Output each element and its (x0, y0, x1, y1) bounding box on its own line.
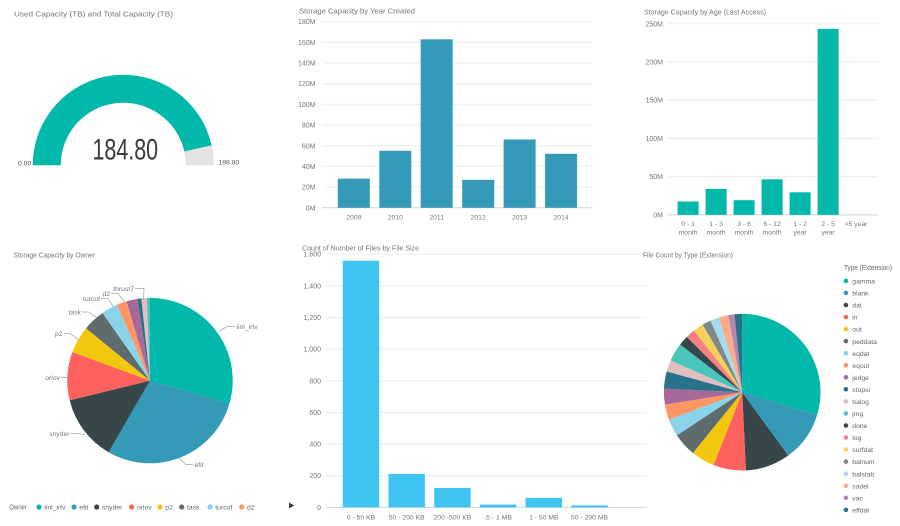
svg-text:balstab: balstab (852, 471, 874, 478)
svg-text:month: month (763, 230, 782, 237)
svg-text:turcof: turcof (83, 296, 100, 303)
svg-text:0M: 0M (653, 212, 663, 219)
svg-text:50 - 200 MB: 50 - 200 MB (571, 515, 608, 522)
svg-text:log: log (852, 435, 861, 442)
svg-text:surfdat: surfdat (852, 447, 873, 454)
svg-text:sadel: sadel (852, 483, 869, 490)
svg-text:in: in (852, 315, 858, 322)
svg-text:2 - 5: 2 - 5 (821, 221, 835, 228)
svg-text:0: 0 (317, 505, 321, 512)
svg-text:turcof: turcof (215, 505, 232, 512)
svg-text:1,200: 1,200 (303, 315, 321, 322)
svg-text:.5 - 1 MB: .5 - 1 MB (484, 515, 512, 522)
svg-text:balnum: balnum (852, 459, 875, 466)
svg-text:2013: 2013 (512, 215, 527, 222)
svg-text:250M: 250M (645, 21, 663, 28)
svg-text:blank: blank (852, 291, 869, 298)
svg-text:>5 year: >5 year (845, 221, 869, 228)
svg-text:balog: balog (852, 399, 869, 406)
svg-text:orlov: orlov (137, 505, 152, 512)
svg-text:jedge: jedge (851, 375, 869, 382)
svg-text:year: year (821, 230, 835, 237)
svg-text:efit: efit (79, 505, 88, 512)
svg-text:0.00: 0.00 (18, 161, 31, 168)
svg-text:60M: 60M (302, 143, 316, 150)
svg-text:200: 200 (309, 473, 321, 480)
svg-text:1 - 2: 1 - 2 (793, 221, 807, 228)
svg-text:p2: p2 (55, 331, 63, 338)
svg-text:Owner: Owner (9, 503, 27, 512)
svg-text:Type (Extension): Type (Extension) (844, 263, 892, 272)
svg-text:120M: 120M (298, 81, 316, 88)
svg-text:done: done (852, 423, 867, 430)
svg-text:1,600: 1,600 (303, 252, 321, 259)
svg-text:800: 800 (309, 378, 321, 385)
svg-text:2011: 2011 (429, 215, 444, 222)
svg-text:198.80: 198.80 (219, 160, 240, 167)
svg-text:140M: 140M (298, 61, 316, 68)
svg-text:1,400: 1,400 (303, 283, 321, 290)
svg-text:Storage Capacity by Owner: Storage Capacity by Owner (14, 251, 96, 260)
svg-text:0 - 1: 0 - 1 (681, 221, 695, 228)
svg-text:20M: 20M (302, 185, 316, 192)
svg-text:600: 600 (309, 410, 321, 417)
svg-text:eqdat: eqdat (852, 351, 869, 358)
svg-text:gamma: gamma (852, 279, 875, 286)
svg-text:dat: dat (852, 303, 862, 310)
svg-text:out: out (852, 327, 862, 334)
svg-text:jmg: jmg (851, 411, 863, 418)
svg-text:1 - 3: 1 - 3 (709, 221, 723, 228)
svg-text:6 - 12: 6 - 12 (763, 221, 781, 228)
svg-text:0 - 50 KB: 0 - 50 KB (347, 515, 376, 522)
svg-text:effdat: effdat (852, 508, 869, 515)
svg-text:month: month (707, 230, 726, 237)
svg-text:snyder: snyder (102, 505, 123, 512)
svg-text:100M: 100M (298, 102, 316, 109)
svg-text:184.80: 184.80 (93, 134, 159, 166)
svg-text:orlov: orlov (45, 375, 60, 382)
svg-text:180M: 180M (298, 19, 316, 26)
svg-text:task: task (69, 310, 82, 317)
svg-text:2014: 2014 (554, 215, 569, 222)
svg-text:Storage Capacity by Year Creat: Storage Capacity by Year Created (299, 7, 415, 16)
svg-text:2009: 2009 (346, 215, 361, 222)
svg-text:xtopsi: xtopsi (852, 387, 870, 394)
svg-text:50 - 200 KB: 50 - 200 KB (389, 515, 425, 522)
svg-text:d2: d2 (247, 505, 255, 512)
svg-text:peddata: peddata (852, 339, 877, 346)
svg-text:80M: 80M (302, 123, 316, 130)
svg-text:d2: d2 (102, 291, 110, 298)
svg-text:month: month (735, 230, 754, 237)
svg-text:task: task (187, 505, 200, 512)
svg-text:400: 400 (309, 442, 321, 449)
svg-text:efit: efit (195, 462, 204, 469)
svg-text:40M: 40M (302, 164, 316, 171)
svg-text:150M: 150M (645, 98, 663, 105)
svg-text:iinl_irtv: iinl_irtv (44, 505, 66, 512)
svg-text:month: month (679, 230, 698, 237)
svg-text:2012: 2012 (471, 215, 486, 222)
svg-text:Used Capacity (TB) and Total C: Used Capacity (TB) and Total Capacity (T… (14, 10, 173, 19)
svg-text:1,000: 1,000 (303, 347, 321, 354)
svg-text:1 - 50 MB: 1 - 50 MB (529, 515, 559, 522)
svg-text:200 -500 KB: 200 -500 KB (434, 515, 472, 522)
svg-text:p2: p2 (165, 505, 173, 512)
svg-text:Count of Number of Files by Fi: Count of Number of Files by File Size (302, 244, 419, 253)
svg-text:vac: vac (852, 495, 863, 502)
svg-text:160M: 160M (298, 40, 316, 47)
svg-text:snyder: snyder (49, 431, 70, 438)
svg-text:0M: 0M (306, 205, 316, 212)
svg-text:100M: 100M (645, 136, 663, 143)
svg-text:eqout: eqout (852, 363, 869, 370)
svg-text:year: year (793, 230, 807, 237)
svg-text:3 - 6: 3 - 6 (737, 221, 751, 228)
svg-text:File Count by Type (Extension): File Count by Type (Extension) (643, 251, 733, 260)
svg-text:thrust7: thrust7 (113, 286, 134, 293)
svg-text:200M: 200M (645, 60, 663, 67)
svg-text:50M: 50M (649, 174, 663, 181)
svg-text:Storage Capacity by Age (Last: Storage Capacity by Age (Last Access) (644, 8, 766, 17)
svg-text:iinl_irtv: iinl_irtv (237, 324, 259, 331)
svg-text:2010: 2010 (388, 215, 403, 222)
